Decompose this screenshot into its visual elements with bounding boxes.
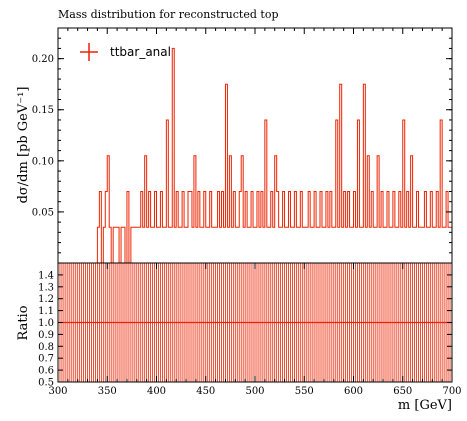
y-tick-label: 0.10 [32,156,54,167]
x-tick-label: 500 [245,386,264,397]
x-tick-label: 300 [48,386,67,397]
ratio-tick-label: 0.5 [38,378,54,389]
x-tick-label: 350 [98,386,117,397]
ratio-tick-label: 1.2 [38,294,54,305]
legend: ttbar_anal [80,43,171,61]
ratio-panel [57,263,453,382]
x-tick-label: 400 [147,386,166,397]
axes: 300 350 400 450 500 550 600 650 700 0.05 0.10 0.15 0… [32,27,462,397]
y-tick-label: 0.15 [32,105,54,116]
x-tick-label: 600 [344,386,363,397]
ratio-tick-label: 0.9 [38,330,54,341]
y-axis-label: dσ/dm [pb GeV⁻¹] [16,87,31,204]
legend-entry-label: ttbar_anal [110,45,171,59]
main-panel [58,47,452,264]
x-tick-label: 650 [393,386,412,397]
chart-title: Mass distribution for reconstructed top [58,8,278,21]
ratio-tick-label: 0.7 [38,354,54,365]
main-frame [57,27,453,264]
ratio-axis-label: Ratio [16,305,31,340]
ratio-tick-label: 0.8 [38,342,54,353]
x-axis-label: m [GeV] [398,398,452,413]
y-tick-label: 0.20 [32,54,54,65]
x-tick-label: 700 [442,386,461,397]
x-tick-label: 550 [295,386,314,397]
ratio-tick-label: 1.4 [38,270,54,281]
series-ttbar-anal-step-line [58,47,452,264]
ratio-tick-label: 1.3 [38,282,54,293]
ratio-tick-label: 1.0 [38,318,54,329]
y-tick-label: 0.05 [32,207,54,218]
ratio-tick-label: 0.6 [38,366,54,377]
ratio-tick-label: 1.1 [38,306,54,317]
x-tick-label: 450 [196,386,215,397]
